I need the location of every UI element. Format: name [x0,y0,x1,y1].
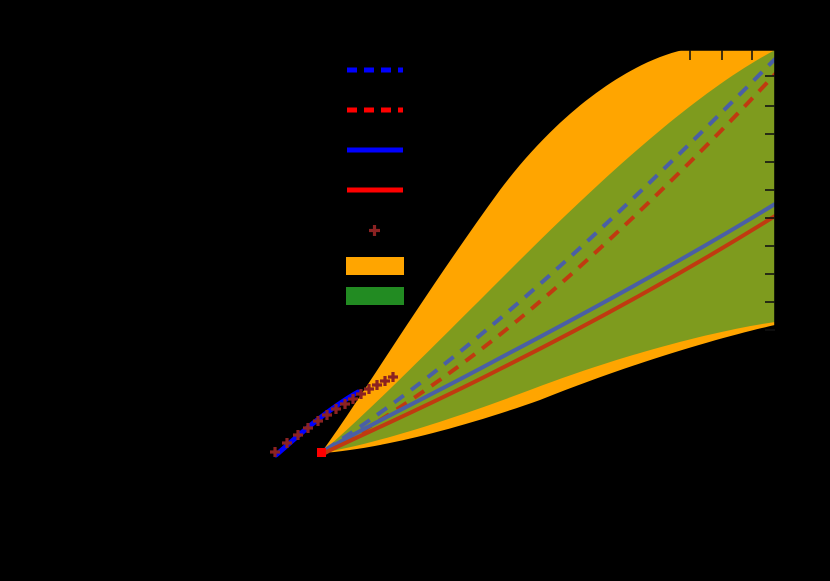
legend-entry-green-band[interactable] [345,285,575,307]
blue-dashed-upper-curve [323,56,775,452]
blue-solid-lower-curve [320,202,775,454]
axis-frame [174,49,776,469]
top-axis-ticks [689,50,753,60]
legend-entry-data-points[interactable] [345,218,575,243]
legend-entry-blue-dashed[interactable] [345,58,575,83]
legend [345,58,575,307]
legend-key-orange-patch [346,257,404,275]
legend-key-green-patch [346,287,404,305]
data-point-markers [270,372,398,457]
legend-key-red-dashed [347,107,403,113]
red-solid-lower-curve [321,214,775,456]
legend-entry-red-solid[interactable] [345,178,575,203]
legend-key-blue-solid [347,147,403,153]
origin-marker [317,448,326,457]
green-inner-band [321,50,775,453]
right-axis-ticks [765,75,775,331]
legend-key-red-solid [347,187,403,193]
legend-entry-blue-solid[interactable] [345,138,575,163]
legend-entry-red-dashed[interactable] [345,98,575,123]
legend-entry-orange-band[interactable] [345,255,575,277]
legend-key-plus-marker [369,225,380,236]
legend-key-blue-dashed [347,67,403,73]
